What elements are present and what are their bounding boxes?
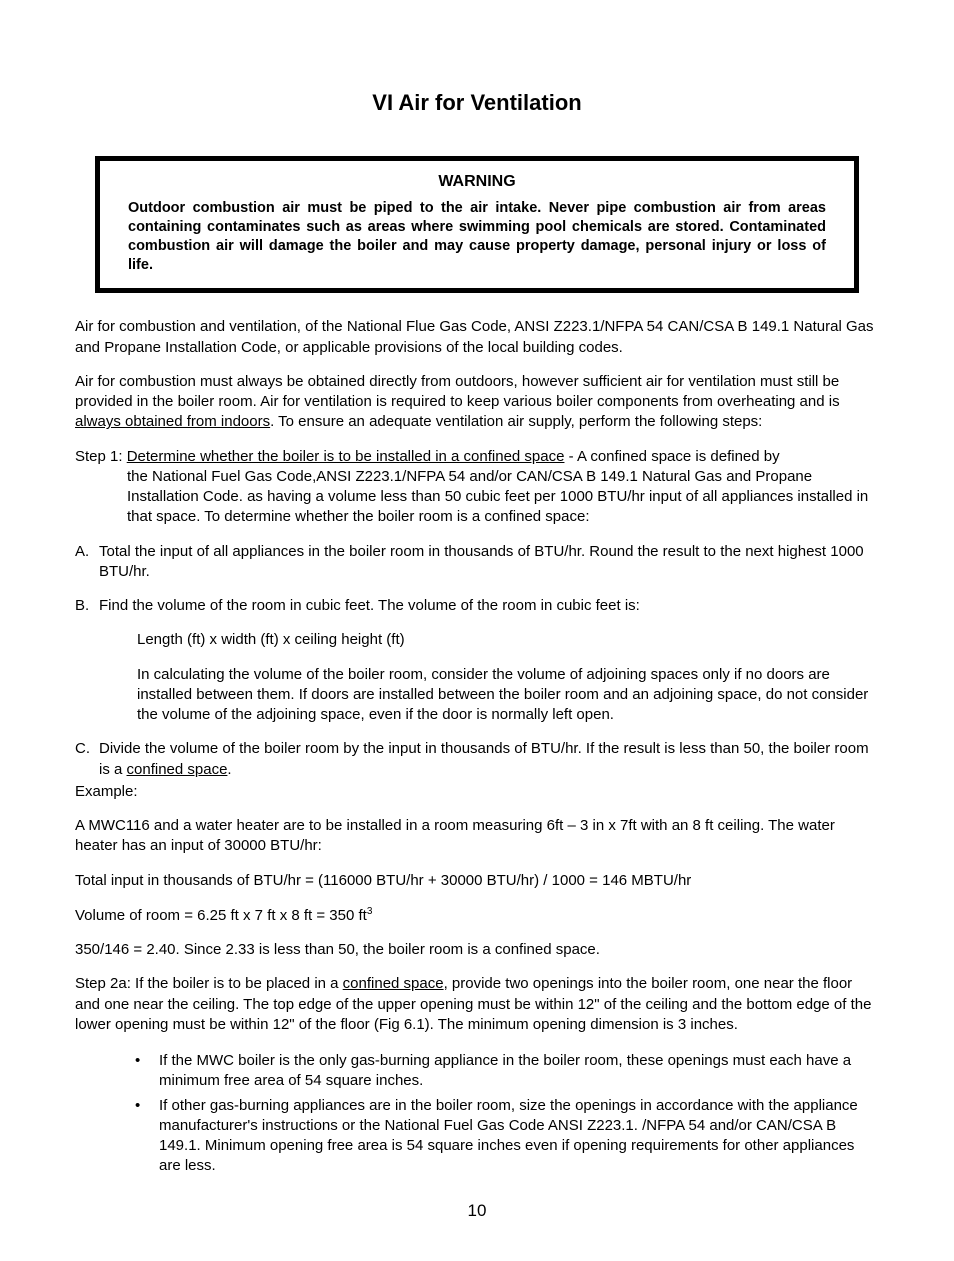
bullet-2: If other gas-burning appliances are in t… xyxy=(135,1096,879,1177)
bullet-1-text: If the MWC boiler is the only gas-burnin… xyxy=(159,1051,879,1092)
marker-b: B. xyxy=(75,596,99,616)
example-p3: Volume of room = 6.25 ft x 7 ft x 8 ft =… xyxy=(75,905,879,926)
step-2a: Step 2a: If the boiler is to be placed i… xyxy=(75,974,879,1035)
warning-box: WARNING Outdoor combustion air must be p… xyxy=(95,156,859,293)
example-label: Example: xyxy=(75,782,879,802)
step2a-underline: confined space xyxy=(343,975,444,992)
item-a: A. Total the input of all appliances in … xyxy=(75,542,879,583)
bullet-list: If the MWC boiler is the only gas-burnin… xyxy=(135,1051,879,1177)
example-p1: A MWC116 and a water heater are to be in… xyxy=(75,816,879,857)
warning-heading: WARNING xyxy=(128,173,826,191)
intro2-underline: always obtained from indoors xyxy=(75,413,270,430)
step-1: Step 1: Determine whether the boiler is … xyxy=(75,447,879,528)
intro2-a: Air for combustion must always be obtain… xyxy=(75,373,840,410)
ex-p3-a: Volume of room = 6.25 ft x 7 ft x 8 ft =… xyxy=(75,907,367,924)
intro-paragraph-1: Air for combustion and ventilation, of t… xyxy=(75,317,879,358)
c-b: . xyxy=(227,761,231,778)
b-paragraph: In calculating the volume of the boiler … xyxy=(137,665,879,726)
step2a-a: Step 2a: If the boiler is to be placed i… xyxy=(75,975,343,992)
ex-p3-sup: 3 xyxy=(367,906,373,917)
intro2-b: . To ensure an adequate ventilation air … xyxy=(270,413,762,430)
item-b: B. Find the volume of the room in cubic … xyxy=(75,596,879,616)
bullet-2-text: If other gas-burning appliances are in t… xyxy=(159,1096,879,1177)
step1-rest-inline: - A confined space is defined by xyxy=(564,448,779,465)
page-title: VI Air for Ventilation xyxy=(75,90,879,116)
warning-text: Outdoor combustion air must be piped to … xyxy=(128,199,826,274)
marker-c: C. xyxy=(75,739,99,780)
intro-paragraph-2: Air for combustion must always be obtain… xyxy=(75,372,879,433)
b-formula: Length (ft) x width (ft) x ceiling heigh… xyxy=(137,630,879,650)
example-p4: 350/146 = 2.40. Since 2.33 is less than … xyxy=(75,940,879,960)
marker-a: A. xyxy=(75,542,99,583)
step1-body: the National Fuel Gas Code,ANSI Z223.1/N… xyxy=(127,467,879,528)
content-b: Find the volume of the room in cubic fee… xyxy=(99,596,879,616)
example-p2: Total input in thousands of BTU/hr = (11… xyxy=(75,871,879,891)
page-number: 10 xyxy=(75,1201,879,1221)
content-c: Divide the volume of the boiler room by … xyxy=(99,739,879,780)
step1-label: Step 1: xyxy=(75,448,127,465)
bullet-1: If the MWC boiler is the only gas-burnin… xyxy=(135,1051,879,1092)
step1-underline: Determine whether the boiler is to be in… xyxy=(127,448,565,465)
item-c: C. Divide the volume of the boiler room … xyxy=(75,739,879,780)
content-a: Total the input of all appliances in the… xyxy=(99,542,879,583)
c-underline: confined space xyxy=(127,761,228,778)
